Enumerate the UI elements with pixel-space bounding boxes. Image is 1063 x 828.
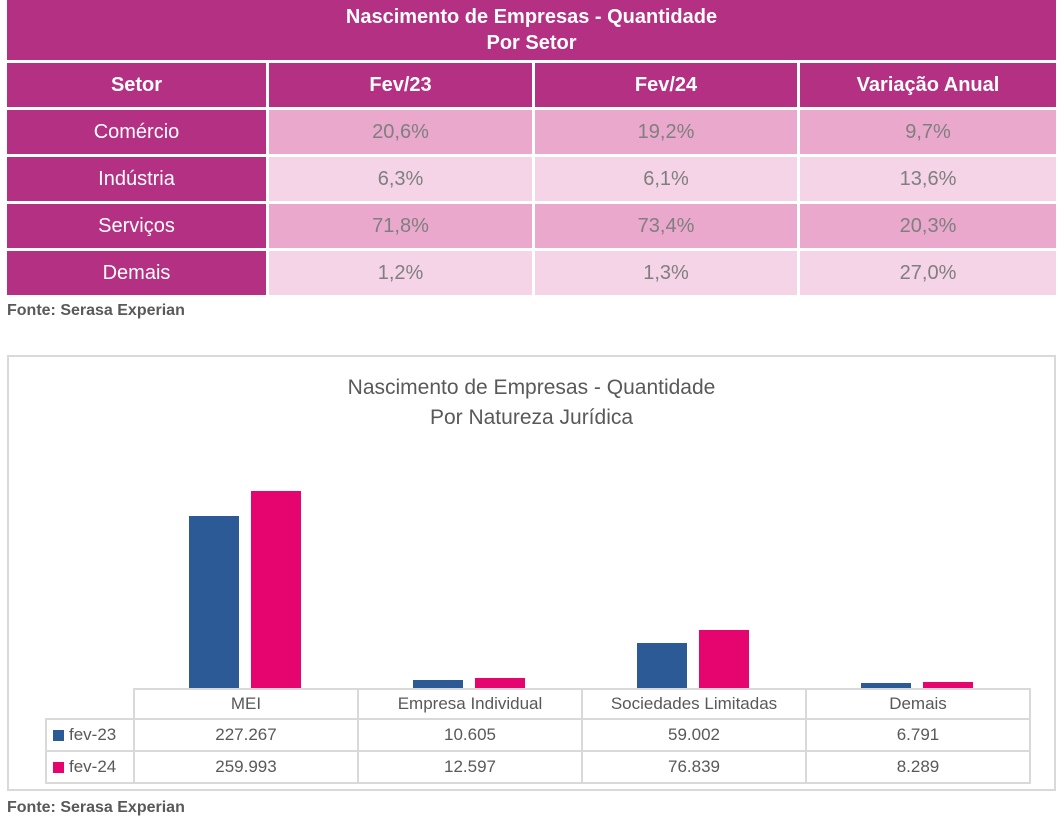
value-fev23-mei: 227.267 <box>133 718 359 752</box>
cell-servicos-fev23: 71,8% <box>269 204 532 248</box>
value-fev23-sociedades-limitadas: 59.002 <box>581 718 807 752</box>
bar-fev-24-demais <box>923 682 973 688</box>
chart-category-header-demais: Demais <box>805 688 1031 720</box>
chart-table-corner-spacer <box>46 689 134 719</box>
cell-comercio-fev23: 20,6% <box>269 110 532 154</box>
bar-fev-23-demais <box>861 683 911 688</box>
column-header-fev24: Fev/24 <box>535 63 797 107</box>
chart-card: Nascimento de Empresas - Quantidade Por … <box>7 355 1056 791</box>
cell-industria-variacao: 13,6% <box>800 157 1056 201</box>
chart-title: Nascimento de Empresas - Quantidade Por … <box>9 373 1054 433</box>
cell-industria-fev24: 6,1% <box>535 157 797 201</box>
chart-category-header-sociedades-limitadas: Sociedades Limitadas <box>581 688 807 720</box>
chart-title-line2: Por Natureza Jurídica <box>429 406 634 429</box>
sector-table-title-line2: Por Setor <box>486 32 577 54</box>
bar-fev-23-mei <box>189 516 239 688</box>
cell-servicos-fev24: 73,4% <box>535 204 797 248</box>
sector-table: Nascimento de Empresas - Quantidade Por … <box>7 0 1056 295</box>
column-header-variacao-anual: Variação Anual <box>800 63 1056 107</box>
bar-fev-24-empresa-individual <box>475 678 525 688</box>
legend-label-fev-24: fev-24 <box>69 757 117 776</box>
chart-title-line1: Nascimento de Empresas - Quantidade <box>347 376 716 399</box>
legend-item-fev-24: fev-24 <box>45 750 135 784</box>
bar-fev-24-mei <box>251 491 301 688</box>
chart-category-header-empresa-individual: Empresa Individual <box>357 688 583 720</box>
chart-category-header-mei: MEI <box>133 688 359 720</box>
source-note-chart: Fonte: Serasa Experian <box>7 799 185 816</box>
cell-industria-fev23: 6,3% <box>269 157 532 201</box>
legend-label-fev-23: fev-23 <box>69 725 117 744</box>
sector-table-grid: Setor Fev/23 Fev/24 Variação Anual Comér… <box>7 63 1056 295</box>
cell-comercio-variacao: 9,7% <box>800 110 1056 154</box>
legend-swatch-fev-24 <box>53 761 64 773</box>
cell-demais-variacao: 27,0% <box>800 251 1056 295</box>
value-fev24-mei: 259.993 <box>133 750 359 784</box>
legend-item-fev-23: fev-23 <box>45 718 135 752</box>
cell-servicos-variacao: 20,3% <box>800 204 1056 248</box>
cell-demais-fev23: 1,2% <box>269 251 532 295</box>
row-label-demais: Demais <box>7 251 266 295</box>
bar-fev-24-sociedades-limitadas <box>699 630 749 688</box>
sector-table-title-line1: Nascimento de Empresas - Quantidade <box>345 6 718 28</box>
value-fev24-demais: 8.289 <box>805 750 1031 784</box>
chart-data-table: MEI Empresa Individual Sociedades Limita… <box>45 688 1031 784</box>
bar-fev-23-sociedades-limitadas <box>637 643 687 688</box>
bar-plot-area <box>9 357 1054 688</box>
legend-swatch-fev-23 <box>53 729 64 741</box>
column-header-setor: Setor <box>7 63 266 107</box>
row-label-servicos: Serviços <box>7 204 266 248</box>
bar-fev-23-empresa-individual <box>413 680 463 688</box>
value-fev23-demais: 6.791 <box>805 718 1031 752</box>
value-fev23-empresa-individual: 10.605 <box>357 718 583 752</box>
source-note-sector-table: Fonte: Serasa Experian <box>7 302 185 319</box>
cell-demais-fev24: 1,3% <box>535 251 797 295</box>
value-fev24-empresa-individual: 12.597 <box>357 750 583 784</box>
value-fev24-sociedades-limitadas: 76.839 <box>581 750 807 784</box>
sector-table-title: Nascimento de Empresas - Quantidade Por … <box>7 0 1056 60</box>
row-label-comercio: Comércio <box>7 110 266 154</box>
cell-comercio-fev24: 19,2% <box>535 110 797 154</box>
column-header-fev23: Fev/23 <box>269 63 532 107</box>
row-label-industria: Indústria <box>7 157 266 201</box>
